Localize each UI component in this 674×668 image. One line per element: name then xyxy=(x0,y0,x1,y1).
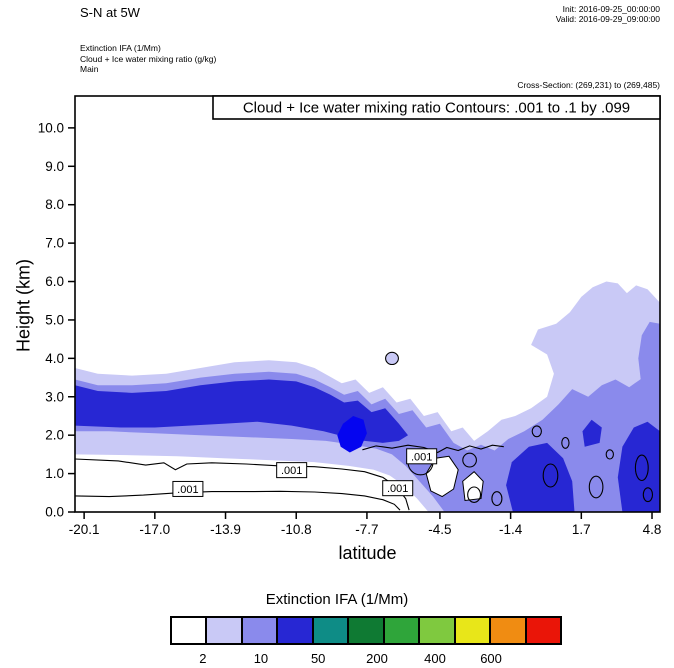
colorbar-tick-label: 600 xyxy=(480,651,502,666)
contour-loop xyxy=(491,491,503,507)
contour-value-label: .001 xyxy=(411,451,432,463)
y-axis-ticks: 0.0 1.0 2.0 3.0 4.0 5.0 6.0 7.0 8.0 9.0 10.0 xyxy=(38,120,75,520)
contour-line-thin-cloud-right-top xyxy=(362,444,504,454)
field-line-1: Extinction IFA (1/Mm) xyxy=(80,43,161,53)
colorbar-cell xyxy=(455,618,492,643)
contour-loop xyxy=(467,486,482,503)
x-tick-label: -7.7 xyxy=(355,522,378,537)
colorbar-cell xyxy=(172,618,208,643)
region-cloud-dense-small-right xyxy=(582,419,602,447)
contour-value-label: .001 xyxy=(281,465,302,477)
x-tick-label: -17.0 xyxy=(139,522,170,537)
contour-loop xyxy=(385,351,399,366)
field-line-3: Main xyxy=(80,64,99,74)
field-line-2: Cloud + Ice water mixing ratio (g/kg) xyxy=(80,53,217,64)
init-time: Init: 2016-09-25_00:00:00 xyxy=(562,4,660,14)
field-description: Extinction IFA (1/Mm) Cloud + Ice water … xyxy=(80,43,216,75)
y-tick-label: 9.0 xyxy=(45,159,64,174)
contour-loop xyxy=(531,425,542,438)
contour-loop xyxy=(642,487,654,503)
contour-loop xyxy=(605,449,614,460)
colorbar-tick-label: 2 xyxy=(199,651,207,666)
contour-loop xyxy=(462,452,477,468)
y-tick-label: 8.0 xyxy=(45,197,64,212)
valid-time: Valid: 2016-09-29_09:00:00 xyxy=(555,14,660,24)
colorbar-cell xyxy=(313,618,350,643)
contour-value-label: .001 xyxy=(387,483,408,495)
colorbar-cell xyxy=(420,618,456,643)
region-cloud-mid-right-column xyxy=(638,321,660,393)
figure-title: S-N at 5W xyxy=(80,5,140,20)
x-axis-ticks: -20.1 -17.0 -13.9 -10.8 -7.7 -4.5 -1.4 1.7 4.8 xyxy=(69,512,662,537)
colorbar-cell xyxy=(349,618,385,643)
x-tick-label: 4.8 xyxy=(643,522,662,537)
colorbar-cell xyxy=(242,618,279,643)
contour-loop xyxy=(634,454,649,482)
y-tick-label: 3.0 xyxy=(45,389,64,404)
inner-title-text: Cloud + Ice water mixing ratio Contours:… xyxy=(243,100,630,117)
colorbar-tick-label: 400 xyxy=(424,651,446,666)
colorbar-cell xyxy=(526,618,560,643)
y-tick-label: 2.0 xyxy=(45,428,64,443)
cross-section-plot: -20.1 -17.0 -13.9 -10.8 -7.7 -4.5 -1.4 1.7 4.8 0.… xyxy=(38,95,662,537)
y-axis-label: Height (km) xyxy=(13,259,34,353)
colorbar-title: Extinction IFA (1/Mm) xyxy=(265,591,409,608)
region-clear-gap-1 xyxy=(425,455,459,498)
x-tick-label: -4.5 xyxy=(428,522,451,537)
y-tick-label: 10.0 xyxy=(38,120,64,135)
region-cloud-core-blob xyxy=(337,416,367,453)
x-tick-label: 1.7 xyxy=(572,522,591,537)
contour-loop xyxy=(542,463,559,488)
run-times: Init: 2016-09-25_00:00:00 Valid: 2016-09… xyxy=(556,4,660,24)
region-cloud-dense-right-edge xyxy=(617,421,660,512)
x-tick-label: -1.4 xyxy=(499,522,523,537)
contour-loop xyxy=(561,436,570,449)
y-tick-label: 4.0 xyxy=(45,351,64,366)
colorbar-tick-label: 50 xyxy=(310,651,326,666)
x-tick-label: -20.1 xyxy=(69,522,100,537)
contour-value-label: .001 xyxy=(177,484,198,496)
y-tick-label: 0.0 xyxy=(45,505,64,520)
contour-loop xyxy=(588,475,604,499)
colorbar-cell xyxy=(491,618,527,643)
colorbar-tick-label: 10 xyxy=(253,651,269,666)
colorbar-cell xyxy=(278,618,314,643)
contour-value-labels: .001 .001 .001 .001 xyxy=(172,448,438,497)
x-tick-label: -10.8 xyxy=(281,522,312,537)
x-tick-label: -13.9 xyxy=(210,522,241,537)
contour-fill-regions xyxy=(75,281,660,512)
colorbar-cell xyxy=(207,618,243,643)
y-tick-label: 1.0 xyxy=(45,466,64,481)
y-tick-label: 6.0 xyxy=(45,274,64,289)
y-tick-label: 5.0 xyxy=(45,312,64,327)
x-axis-label: latitude xyxy=(338,543,397,563)
cross-section-coords: Cross-Section: (269,231) to (269,485) xyxy=(517,80,660,90)
contour-line-thin-cloud-lower xyxy=(75,490,401,511)
colorbar-tick-label: 200 xyxy=(366,651,388,666)
colorbar-cell xyxy=(384,618,421,643)
colorbar xyxy=(170,616,562,645)
colorbar-tick-labels: 2 10 50 200 400 600 xyxy=(170,651,562,667)
region-cloud-dense-low-center xyxy=(506,442,575,512)
plot-inner-title: Cloud + Ice water mixing ratio Contours:… xyxy=(212,95,661,120)
y-tick-label: 7.0 xyxy=(45,236,64,251)
region-cloud-dense-band xyxy=(75,379,408,443)
